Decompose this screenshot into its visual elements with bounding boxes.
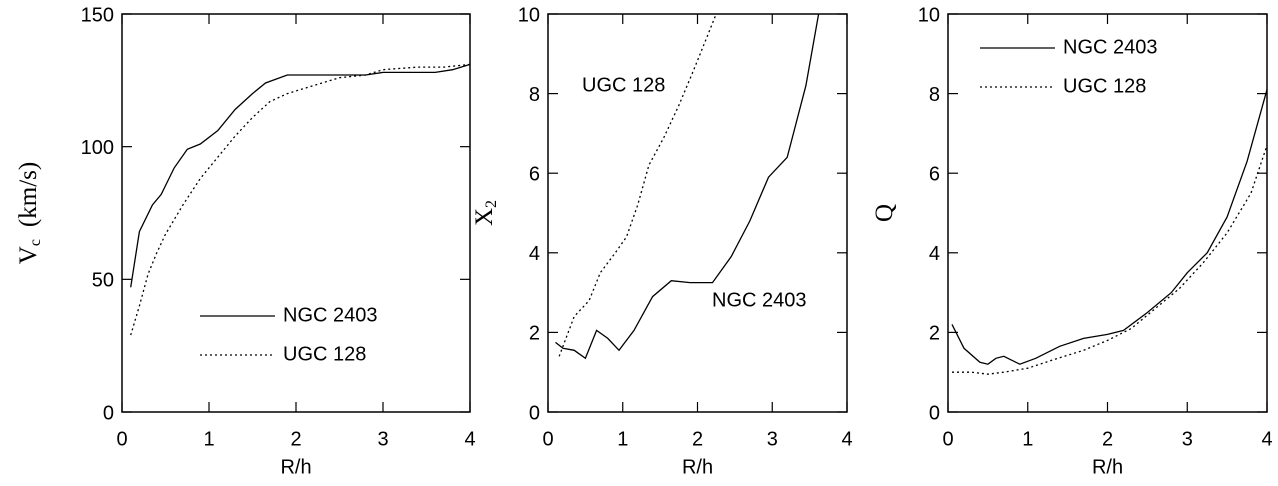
y-tick-label: 6 [529,163,540,185]
x-tick-label: 1 [1022,428,1033,450]
y-label-subscript: c [27,239,44,246]
y-tick-label: 8 [929,84,940,106]
x-tick-label: 2 [692,428,703,450]
series-line [555,13,820,360]
y-tick-label: 50 [92,270,114,292]
y-axis-label: X2 [471,200,500,226]
y-label-text: X [471,208,498,226]
x-tick-label: 4 [464,428,475,450]
y-axis-label: Vc (km/s) [15,162,44,264]
y-tick-label: 6 [929,163,940,185]
series-line [952,145,1268,375]
y-tick-label: 4 [929,243,940,265]
y-label-text: V [15,246,42,264]
x-tick-label: 4 [841,428,852,450]
y-tick-label: 4 [529,243,540,265]
legend-label: NGC 2403 [283,304,378,326]
x-tick-label: 3 [767,428,778,450]
y-tick-label: 0 [929,402,940,424]
y-tick-label: 8 [529,84,540,106]
y-label-subscript: 2 [483,200,500,208]
x-tick-label: 0 [542,428,553,450]
x-tick-label: 2 [1102,428,1113,450]
y-axis-label: Q [871,204,898,222]
legend-label: NGC 2403 [1063,36,1158,58]
y-label-unit: (km/s) [15,162,42,227]
x-tick-label: 4 [1261,428,1272,450]
series-line [558,13,717,357]
y-tick-label: 10 [518,4,540,26]
y-tick-label: 0 [103,402,114,424]
x-axis-label: R/h [1092,456,1123,478]
legend-label: UGC 128 [283,343,366,365]
y-tick-label: 2 [529,323,540,345]
y-tick-label: 2 [929,323,940,345]
annotation: UGC 128 [582,74,665,96]
y-label-text: Q [871,204,898,222]
series-line [951,89,1268,365]
annotation: NGC 2403 [712,289,807,311]
x-axis-label: R/h [280,456,311,478]
x-tick-label: 2 [290,428,301,450]
y-tick-label: 150 [81,4,114,26]
legend-label: UGC 128 [1063,75,1146,97]
plot-frame [947,13,1268,413]
y-tick-label: 100 [81,137,114,159]
series-line [130,63,471,336]
x-tick-label: 0 [942,428,953,450]
x-tick-label: 1 [617,428,628,450]
x-tick-label: 0 [116,428,127,450]
x-tick-label: 3 [377,428,388,450]
x-tick-label: 1 [203,428,214,450]
y-tick-label: 0 [529,402,540,424]
x-axis-label: R/h [682,456,713,478]
y-tick-label: 10 [918,4,940,26]
series-line [130,63,471,288]
x-tick-label: 3 [1182,428,1193,450]
